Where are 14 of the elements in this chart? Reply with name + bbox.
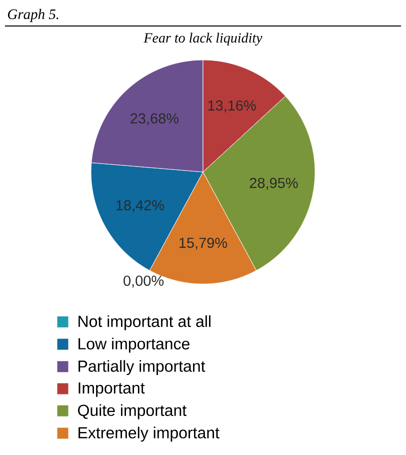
data-label: 15,79%: [180, 238, 228, 250]
legend-label: Extremely important: [78, 426, 220, 442]
text: 0,00%: [124, 276, 164, 288]
legend-label: Important: [78, 382, 145, 397]
chart-title: Fear to lack liquidity: [144, 32, 262, 46]
data-label: 13,16%: [208, 100, 256, 112]
legend-label: Quite important: [78, 404, 186, 420]
legend-label: Low importance: [78, 338, 190, 353]
legend-label: Not important at all: [78, 315, 210, 330]
data-label: 18,42%: [116, 200, 164, 212]
data-label: 23,68%: [130, 113, 179, 126]
data-label: 28,95%: [250, 178, 298, 190]
caption: Graph 5.: [8, 8, 58, 22]
legend-label: Partially important: [78, 360, 206, 376]
